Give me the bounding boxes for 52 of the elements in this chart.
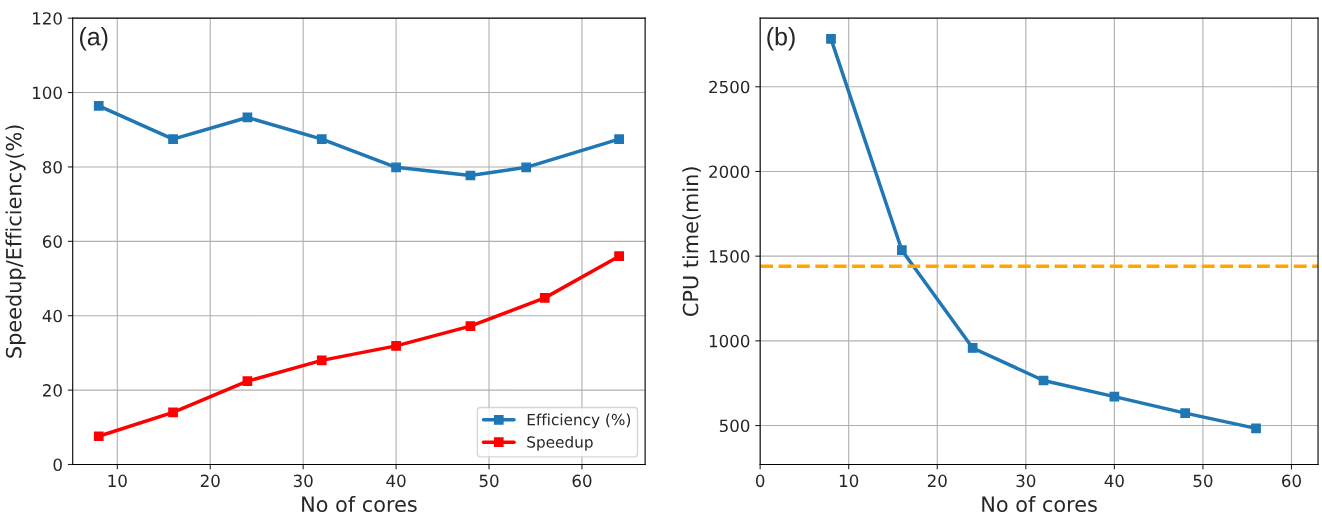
- x-tick-label: 20: [200, 474, 220, 488]
- x-tick-label: 60: [1282, 474, 1301, 488]
- point: [93, 101, 104, 111]
- x-tick-label: 30: [1016, 474, 1036, 488]
- point: [1180, 408, 1191, 419]
- x-tick-label: 0: [755, 474, 765, 488]
- y-tick-label: 20: [43, 384, 62, 397]
- y-tick-label: 40: [42, 309, 62, 323]
- y-tick-label: 120: [33, 12, 62, 25]
- annotation: (a): [79, 27, 108, 51]
- y-tick-label: 1500: [709, 250, 750, 263]
- x-tick-label: 40: [1104, 474, 1124, 488]
- y-tick-label: 2500: [709, 80, 750, 94]
- annotation: (b): [767, 27, 795, 51]
- y-tick-label: 60: [42, 235, 62, 248]
- y-tick-label: 80: [42, 160, 62, 174]
- y-tick-label: 1000: [709, 334, 750, 348]
- x-tick-label: 50: [1193, 474, 1213, 488]
- y-axis-title: Speedup/Efficiency(%): [5, 125, 26, 358]
- point: [168, 134, 178, 144]
- point: [967, 343, 978, 353]
- point: [539, 293, 550, 303]
- point: [391, 162, 401, 173]
- x-tick-label: 30: [293, 474, 313, 488]
- point: [391, 340, 401, 351]
- point: [614, 251, 624, 262]
- x-tick-label: 10: [839, 474, 859, 488]
- point: [465, 321, 476, 332]
- y-tick-label: 100: [33, 86, 62, 100]
- x-tick-label: 20: [927, 474, 947, 488]
- y-tick-label: 500: [719, 419, 750, 433]
- point: [93, 431, 104, 442]
- x-tick-label: 60: [572, 474, 592, 488]
- point: [168, 407, 178, 418]
- x-tick-label: 10: [108, 474, 127, 488]
- y-tick-label: 0: [53, 458, 62, 472]
- point: [316, 355, 327, 366]
- y-axis-title: CPU time(min): [682, 167, 701, 316]
- legend-label: Speedup: [527, 435, 593, 451]
- point: [242, 376, 253, 387]
- point: [521, 162, 532, 173]
- point: [896, 245, 907, 256]
- point: [614, 134, 624, 144]
- x-axis-title: No of cores: [302, 495, 417, 513]
- x-tick-label: 40: [386, 474, 406, 488]
- y-tick-label: 2000: [709, 165, 750, 179]
- legend-label: Efficiency (%): [527, 413, 631, 429]
- x-tick-label: 50: [479, 474, 499, 488]
- point: [826, 33, 836, 44]
- point: [1251, 423, 1261, 434]
- point: [316, 134, 327, 144]
- x-axis-title: No of cores: [982, 495, 1097, 513]
